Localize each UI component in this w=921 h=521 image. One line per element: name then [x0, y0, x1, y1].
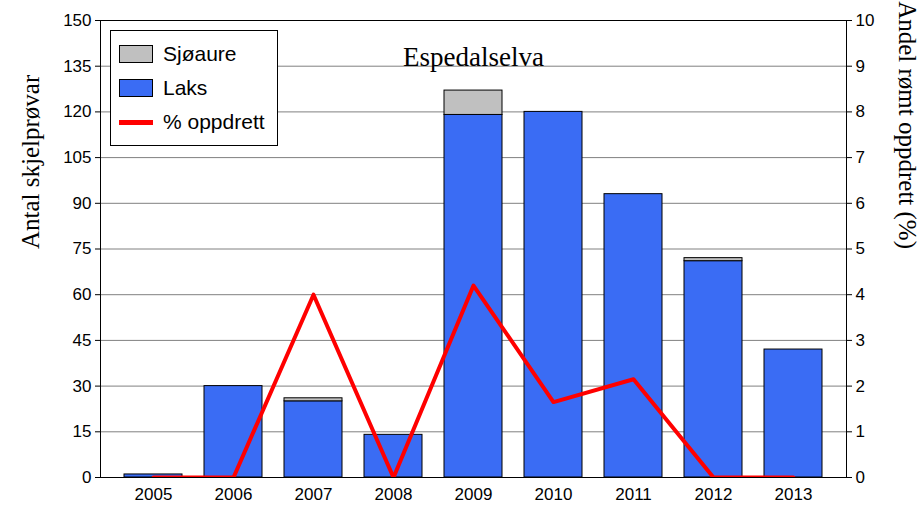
svg-text:6: 6 [856, 194, 865, 213]
svg-text:2009: 2009 [455, 485, 493, 504]
svg-text:2007: 2007 [295, 485, 333, 504]
svg-text:135: 135 [63, 57, 91, 76]
html-text:Sjøaure: Sjøaure [163, 42, 237, 65]
svg-text:1: 1 [856, 422, 865, 441]
svg-text:Espedalselva: Espedalselva [403, 42, 544, 72]
svg-text:9: 9 [856, 57, 865, 76]
svg-text:3: 3 [856, 331, 865, 350]
svg-text:2008: 2008 [375, 485, 413, 504]
svg-text:Antal skjelprøvar: Antal skjelprøvar [17, 74, 44, 249]
svg-text:105: 105 [63, 148, 91, 167]
html-text:Laks: Laks [163, 76, 208, 99]
svg-text:15: 15 [73, 422, 92, 441]
svg-text:0: 0 [82, 468, 91, 487]
svg-text:4: 4 [856, 285, 865, 304]
svg-text:30: 30 [73, 377, 92, 396]
svg-text:2012: 2012 [695, 485, 733, 504]
svg-text:120: 120 [63, 102, 91, 121]
svg-text:10: 10 [856, 11, 875, 30]
svg-text:2011: 2011 [615, 485, 652, 504]
svg-text:45: 45 [73, 331, 92, 350]
html-text:% oppdrett: % oppdrett [163, 110, 265, 133]
svg-text:60: 60 [73, 285, 92, 304]
svg-text:2005: 2005 [135, 485, 173, 504]
svg-text:Andel rømt oppdrett (%): Andel rømt oppdrett (%) [893, 1, 921, 249]
svg-text:2006: 2006 [215, 485, 253, 504]
svg-text:2: 2 [856, 377, 865, 396]
svg-text:8: 8 [856, 102, 865, 121]
svg-text:7: 7 [856, 148, 865, 167]
svg-text:150: 150 [63, 11, 91, 30]
svg-text:0: 0 [856, 468, 865, 487]
svg-text:90: 90 [73, 194, 92, 213]
svg-text:75: 75 [73, 239, 92, 258]
svg-text:5: 5 [856, 239, 865, 258]
svg-text:2013: 2013 [775, 485, 813, 504]
svg-text:2010: 2010 [535, 485, 573, 504]
